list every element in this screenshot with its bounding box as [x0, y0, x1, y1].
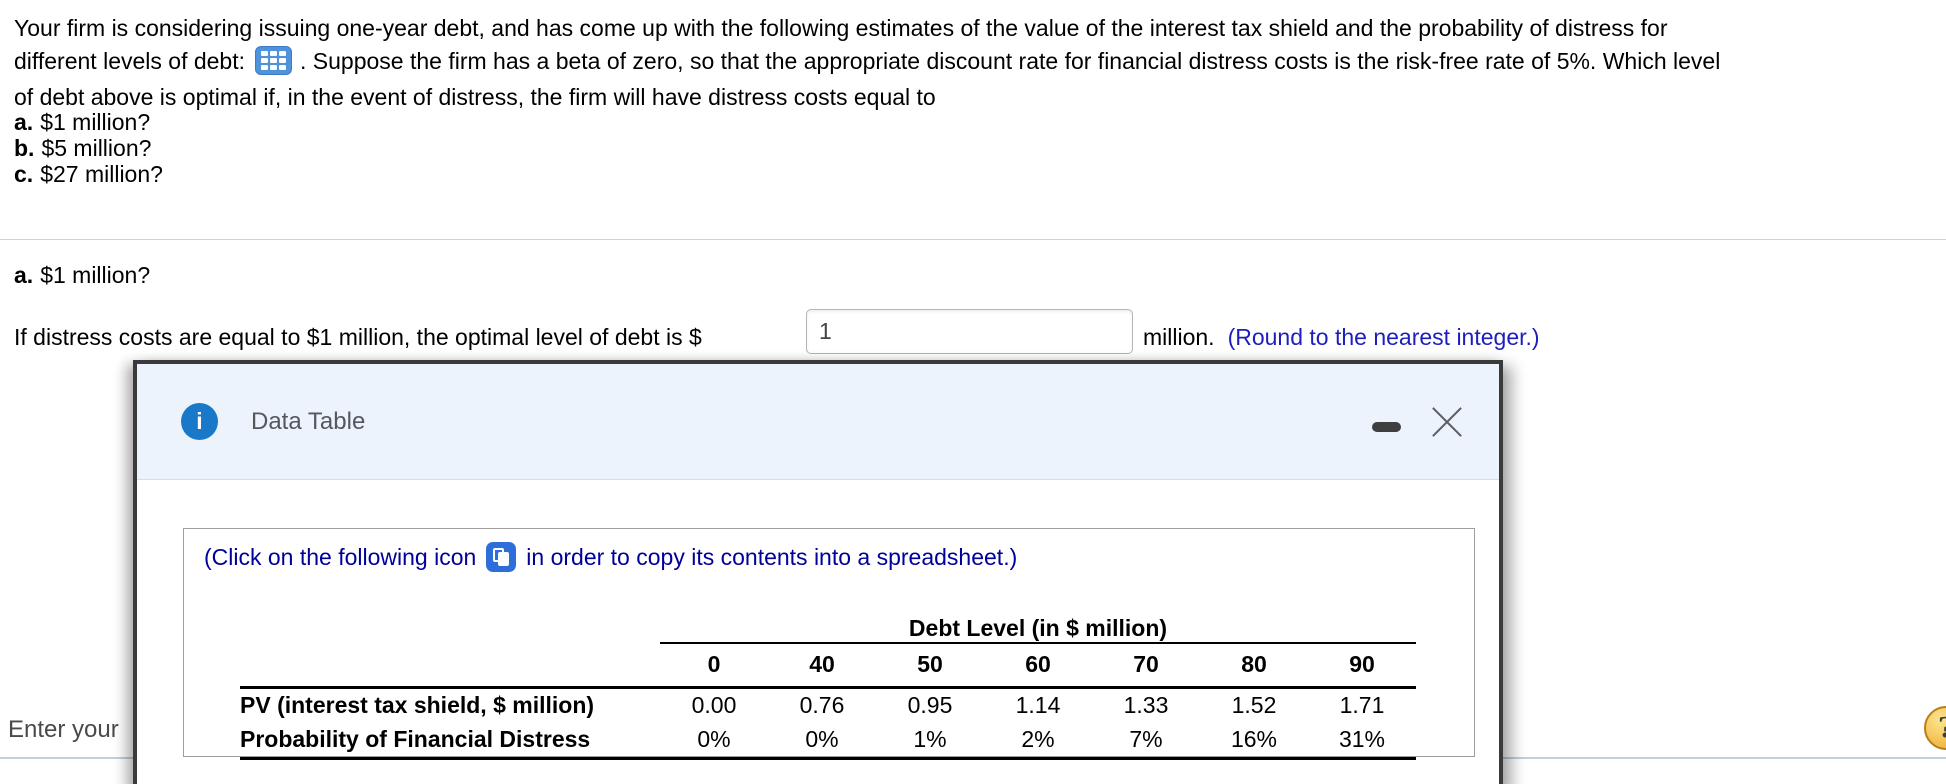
question-item-b: b. $5 million? [14, 134, 151, 162]
answer-suffix-text: million. [1143, 324, 1215, 350]
item-a-text: $1 million? [40, 109, 151, 135]
col-header: 90 [1308, 643, 1416, 689]
cell: 0.00 [691, 692, 737, 718]
data-table-dialog: i Data Table (Click on the following ico… [133, 360, 1503, 784]
copy-to-spreadsheet-icon[interactable] [486, 542, 517, 572]
cell: 16% [1200, 723, 1308, 760]
item-b-label: b. [14, 135, 35, 161]
help-icon[interactable]: ? [1924, 706, 1946, 750]
section-divider [0, 239, 1946, 240]
answer-prefix-text: If distress costs are equal to $1 millio… [14, 324, 702, 350]
cell: 0.76 [799, 692, 845, 718]
item-c-text: $27 million? [40, 161, 163, 187]
cell: 1.33 [1123, 692, 1169, 718]
cell: 1.71 [1339, 692, 1385, 718]
close-icon[interactable] [1429, 404, 1465, 440]
group-header: Debt Level (in $ million) [660, 615, 1416, 644]
row-label: Probability of Financial Distress [240, 723, 660, 760]
part-a-heading: a. $1 million? [14, 262, 150, 289]
item-c-label: c. [14, 161, 34, 187]
cell: 31% [1308, 723, 1416, 760]
rounding-hint: (Round to the nearest integer.) [1227, 324, 1540, 350]
table-row-probability: Probability of Financial Distress 0% 0% … [240, 723, 1416, 760]
col-header: 80 [1200, 643, 1308, 689]
answer-suffix-row: million. (Round to the nearest integer.) [1143, 324, 1540, 351]
col-header: 70 [1092, 643, 1200, 689]
column-header-row: 0 40 50 60 70 80 90 [240, 643, 1416, 689]
question-mark-glyph: ? [1938, 713, 1946, 744]
debt-level-table: Debt Level (in $ million) 0 40 50 60 70 … [240, 615, 1416, 760]
dialog-header: i Data Table [137, 364, 1499, 480]
cell: 1% [876, 723, 984, 760]
question-line-2-after: . Suppose the firm has a beta of zero, s… [300, 47, 1721, 74]
copy-instruction: (Click on the following icon in order to… [184, 529, 1474, 572]
col-header: 50 [876, 643, 984, 689]
cell: 2% [984, 723, 1092, 760]
cell: 0% [768, 723, 876, 760]
question-line-2: different levels of debt: . Suppose the … [14, 46, 1720, 75]
minimize-button[interactable] [1372, 421, 1401, 432]
row-label: PV (interest tax shield, $ million) [240, 692, 595, 718]
cell: 7% [1092, 723, 1200, 760]
table-container: (Click on the following icon in order to… [183, 528, 1475, 760]
table-row-pv: PV (interest tax shield, $ million) 0.00… [240, 688, 1416, 724]
data-table-icon[interactable] [255, 46, 292, 75]
question-item-a: a. $1 million? [14, 108, 150, 136]
copy-instruction-after: in order to copy its contents into a spr… [526, 543, 1018, 570]
question-line-2-before: different levels of debt: [14, 47, 245, 74]
item-a-label: a. [14, 109, 34, 135]
part-a-heading-label: a. [14, 262, 34, 288]
cell: 0.95 [907, 692, 953, 718]
copy-instruction-before: (Click on the following icon [204, 543, 477, 570]
item-b-text: $5 million? [41, 135, 152, 161]
info-icon: i [181, 403, 218, 440]
group-header-row: Debt Level (in $ million) [240, 615, 1416, 644]
answer-input[interactable] [806, 309, 1133, 354]
col-header: 60 [984, 643, 1092, 689]
info-glyph: i [196, 408, 203, 434]
col-header: 0 [660, 643, 768, 689]
enter-your-answer-text: Enter your [8, 716, 119, 743]
cell: 1.14 [1015, 692, 1061, 718]
col-header: 40 [768, 643, 876, 689]
question-line-1: Your firm is considering issuing one-yea… [14, 15, 1668, 41]
cell: 1.52 [1231, 692, 1277, 718]
question-line-3: of debt above is optimal if, in the even… [14, 84, 936, 110]
question-item-c: c. $27 million? [14, 160, 163, 188]
cell: 0% [660, 723, 768, 760]
part-a-heading-text: $1 million? [40, 262, 151, 288]
dialog-title: Data Table [251, 407, 366, 435]
